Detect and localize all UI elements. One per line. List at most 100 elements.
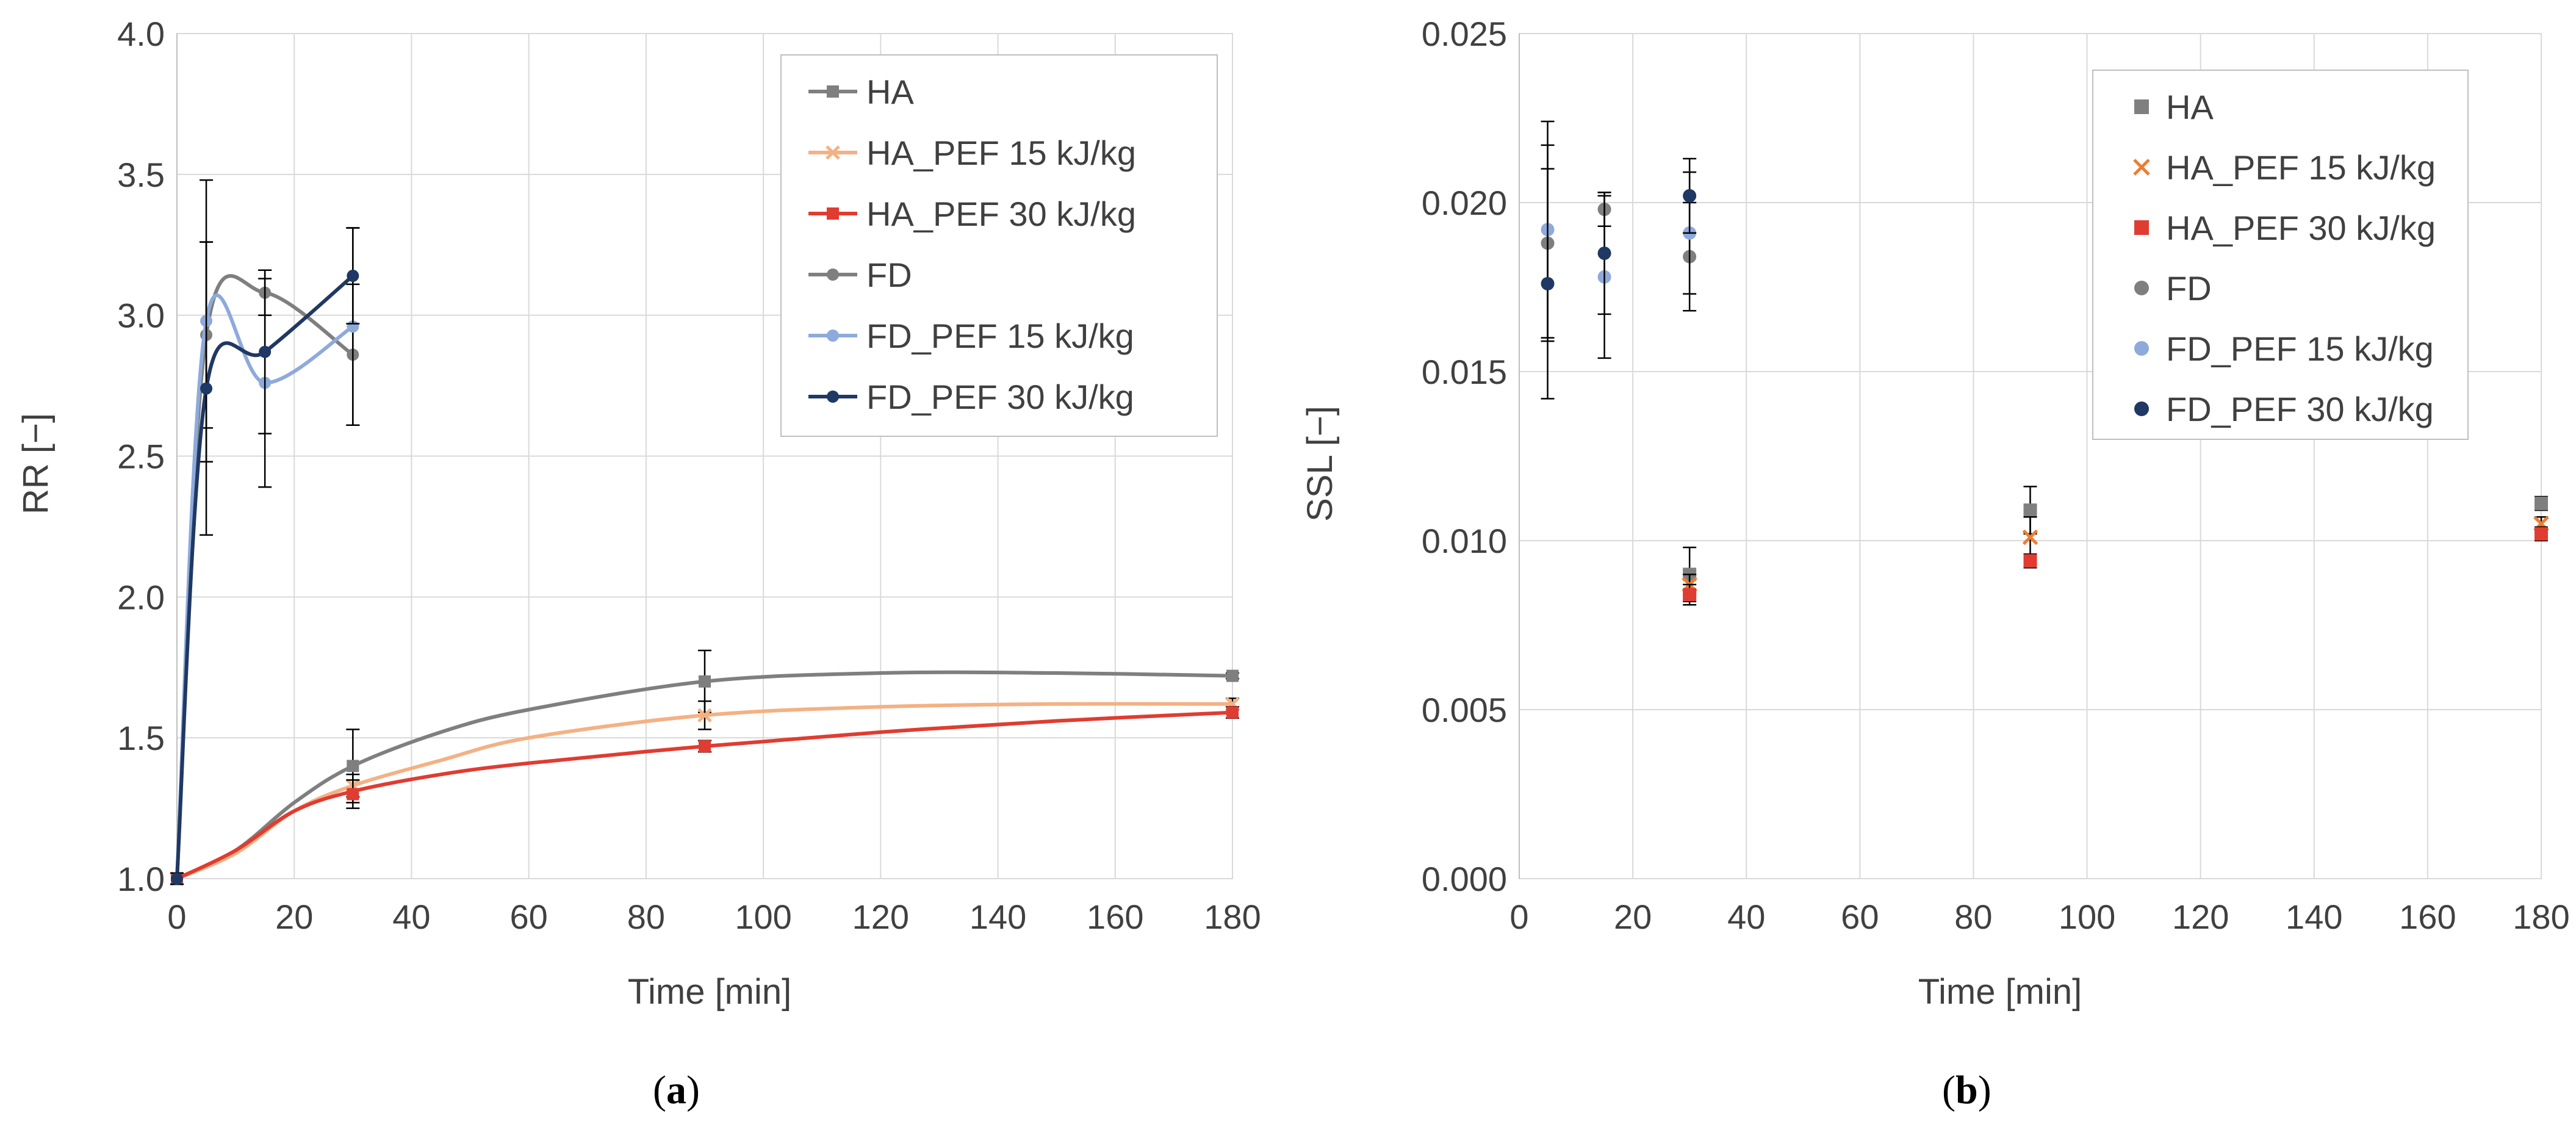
panel-b-legend-box xyxy=(2092,70,2469,440)
panel-a-legend-swatch-marker xyxy=(826,145,840,160)
panel-a-y-tick-label: 1.5 xyxy=(117,719,165,757)
panel-a-data-point xyxy=(1226,669,1239,682)
panel-b-legend-swatch-marker xyxy=(2133,159,2150,176)
panel-b-x-tick-label: 180 xyxy=(2513,898,2569,936)
panel-a-x-tick-label: 80 xyxy=(627,898,665,936)
panel-b-data-point xyxy=(2023,503,2037,517)
panel-a-legend-label: HA_PEF 15 kJ/kg xyxy=(866,134,1136,172)
panel-a-legend-label: FD_PEF 15 kJ/kg xyxy=(866,317,1134,355)
panel-a-data-point xyxy=(347,760,359,772)
panel-b-x-tick-label: 160 xyxy=(2399,898,2456,936)
panel-a-data-point xyxy=(1226,706,1239,719)
panel-a-series-ha-pef-15-kj-kg xyxy=(170,697,1240,886)
panel-a-y-tick-label: 2.5 xyxy=(117,437,165,476)
panel-b-legend-label: HA_PEF 15 kJ/kg xyxy=(2166,148,2436,187)
panel-b-x-axis-title: Time [min] xyxy=(1918,972,2082,1012)
panel-a-series-ha-pef-30-kj-kg xyxy=(170,706,1239,885)
panel-b-legend-label: HA xyxy=(2166,88,2214,126)
panel-a-legend: HA HA_PEF 15 kJ/kg HA_PEF 30 kJ/kg FD FD_PEF… xyxy=(780,54,1218,437)
panel-b-data-point xyxy=(1683,588,1697,602)
panel-a-y-axis-title: RR [−] xyxy=(16,413,56,514)
panel-a-data-point xyxy=(347,270,359,283)
panel-a-x-tick-label: 100 xyxy=(735,898,791,936)
panel-a-data-point xyxy=(347,788,359,801)
panel-b-legend-swatch-marker xyxy=(2134,341,2149,356)
panel-a-legend-label: HA xyxy=(866,73,914,111)
panel-a-caption-letter: a xyxy=(666,1068,686,1112)
panel-a-data-point xyxy=(200,382,213,395)
panel-b-series-fd xyxy=(1541,144,1697,342)
panel-b-x-tick-label: 20 xyxy=(1614,898,1652,936)
panel-b-series-ha xyxy=(1683,486,2548,602)
panel-b-data-point xyxy=(2022,529,2038,545)
panel-a-legend-swatch-marker xyxy=(827,207,839,220)
panel-a-data-point xyxy=(697,708,712,722)
panel-a-series-ha xyxy=(170,649,1239,885)
panel-b-data-point xyxy=(1541,276,1555,290)
panel-a-x-tick-label: 60 xyxy=(510,898,548,936)
panel-b-legend-label: FD xyxy=(2166,269,2212,308)
panel-b-y-tick-label: 0.025 xyxy=(1422,15,1507,53)
panel-a-legend-label: FD xyxy=(866,256,912,294)
panel-b-series-ha-pef-30-kj-kg xyxy=(1683,526,2548,606)
panel-b-x-tick-label: 80 xyxy=(1954,898,1992,936)
panel-a-legend-swatch-marker xyxy=(827,329,839,342)
panel-b-series-ha-pef-15-kj-kg xyxy=(1682,516,2549,596)
panel-b-x-tick-label: 0 xyxy=(1509,898,1528,936)
panel-a-y-tick-label: 3.0 xyxy=(117,297,165,335)
panel-a-legend-swatch-marker xyxy=(827,85,839,98)
panel-b-legend-label: FD_PEF 30 kJ/kg xyxy=(2166,390,2434,428)
panel-b-series-fd-pef-30-kj-kg xyxy=(1541,157,1697,400)
panel-b-x-tick-label: 60 xyxy=(1841,898,1879,936)
panel-a-legend-label: FD_PEF 30 kJ/kg xyxy=(866,378,1134,416)
panel-b-chart: SSL [−] Time [min] (b) 0 20 40 60 80 100 120 14… xyxy=(1300,15,2570,1112)
panel-b-legend-swatch-marker xyxy=(2134,220,2149,235)
panel-b-x-tick-label: 40 xyxy=(1727,898,1765,936)
panel-a-legend-swatch-marker xyxy=(827,391,839,403)
panel-b-caption-letter: b xyxy=(1955,1068,1978,1112)
panel-a-y-tick-label: 2.0 xyxy=(117,578,165,616)
panel-a-series-line xyxy=(175,274,354,879)
panel-b-caption: (b) xyxy=(1942,1068,1991,1112)
panel-b-legend-label: FD_PEF 15 kJ/kg xyxy=(2166,329,2434,368)
panel-b-legend-swatch-marker xyxy=(2134,401,2149,416)
panel-b-series-fd-pef-15-kj-kg xyxy=(1541,120,1697,359)
panel-a-data-point xyxy=(699,740,711,753)
panel-b-y-axis-title: SSL [−] xyxy=(1300,406,1340,522)
panel-a-data-point xyxy=(259,345,272,358)
panel-a-x-tick-label: 40 xyxy=(392,898,430,936)
panel-b-data-point xyxy=(2535,497,2548,511)
panel-a-y-tick-label: 1.0 xyxy=(117,860,165,898)
panel-b-legend-swatch-marker xyxy=(2134,99,2149,114)
panel-b-x-tick-label: 140 xyxy=(2286,898,2342,936)
panel-b-y-tick-label: 0.005 xyxy=(1422,691,1507,729)
panel-a-y-tick-label: 4.0 xyxy=(117,15,165,53)
panel-b-y-tick-label: 0.010 xyxy=(1422,522,1507,560)
panel-a-x-tick-label: 160 xyxy=(1087,898,1143,936)
panel-b-legend-swatch-marker xyxy=(2134,281,2149,295)
panel-b-y-tick-label: 0.015 xyxy=(1422,353,1507,391)
panel-a-data-point xyxy=(171,873,183,885)
panel-a-legend-box xyxy=(780,54,1218,437)
panel-a-series-line xyxy=(176,670,1233,880)
panel-b-y-tick-label: 0.000 xyxy=(1422,860,1507,898)
panel-a-x-tick-label: 120 xyxy=(852,898,909,936)
panel-b-x-tick-label: 100 xyxy=(2059,898,2115,936)
panel-a-legend-swatch-marker xyxy=(827,268,839,281)
panel-a-caption: (a) xyxy=(653,1068,700,1112)
panel-a-data-point xyxy=(699,675,711,688)
panel-a-x-axis-title: Time [min] xyxy=(628,972,792,1012)
panel-a-legend-label: HA_PEF 30 kJ/kg xyxy=(866,195,1136,233)
panel-a-x-tick-label: 20 xyxy=(275,898,313,936)
panel-b-legend-label: HA_PEF 30 kJ/kg xyxy=(2166,209,2436,247)
panel-b-data-point xyxy=(2023,554,2037,568)
panel-a-series-line xyxy=(176,710,1233,880)
panel-b-x-tick-label: 120 xyxy=(2172,898,2229,936)
panel-a-x-tick-label: 0 xyxy=(167,898,186,936)
panel-b-y-tick-label: 0.020 xyxy=(1422,184,1507,222)
panel-b-data-point xyxy=(1597,247,1611,261)
panel-a-y-tick-label: 3.5 xyxy=(117,156,165,194)
panel-a-chart: RR [−] Time [min] (a) 0 20 40 60 80 100 120 140… xyxy=(16,15,1261,1112)
panel-b-data-point xyxy=(1683,189,1697,203)
